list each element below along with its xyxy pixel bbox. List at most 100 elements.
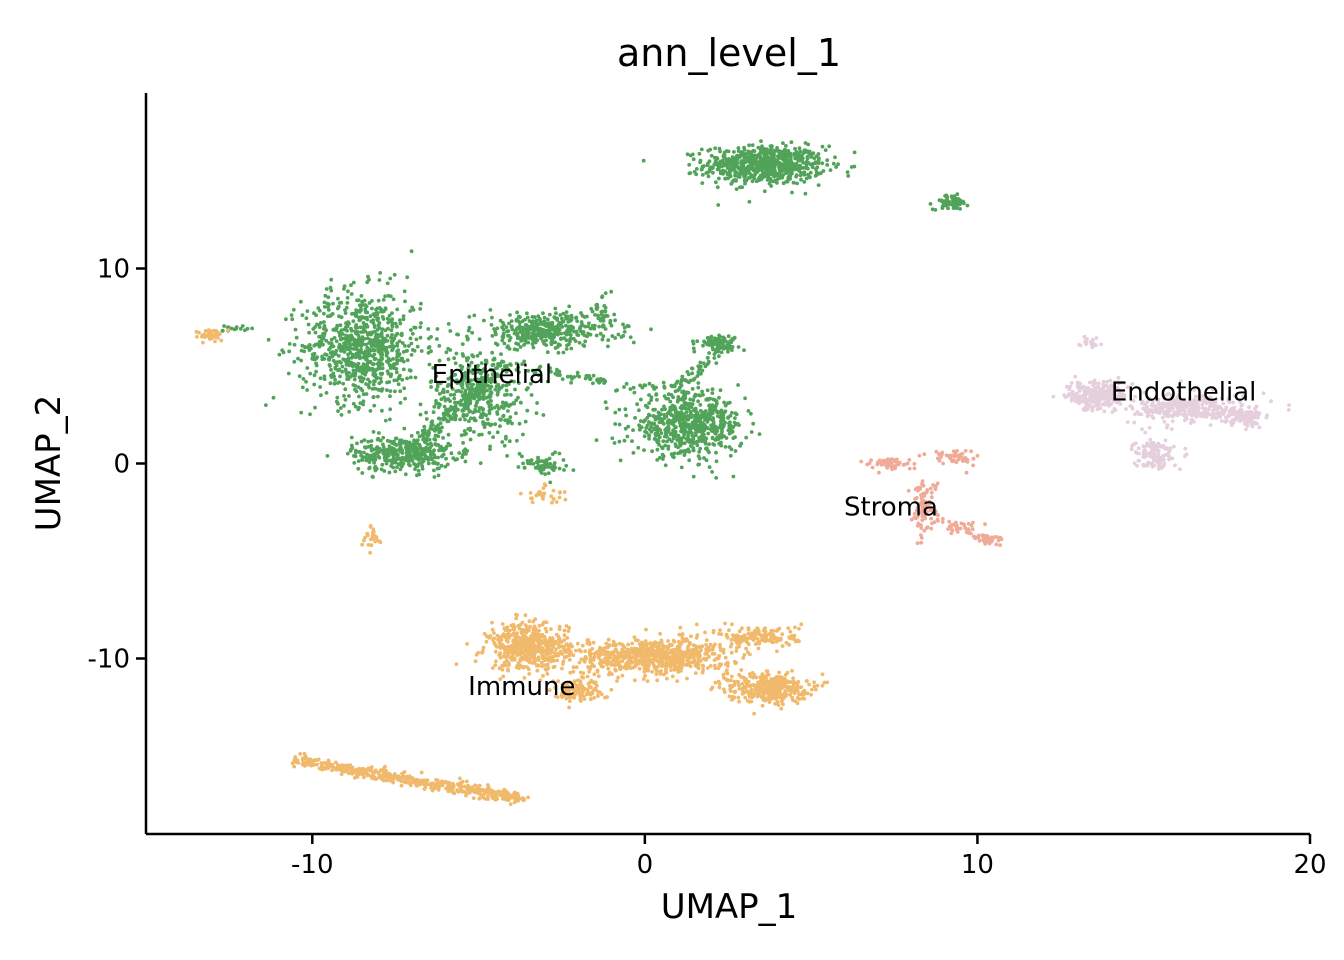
cell-point-epithelial — [346, 356, 351, 360]
cell-point-epithelial — [397, 352, 402, 356]
cell-point-epithelial — [382, 451, 387, 455]
cell-point-immune — [616, 675, 620, 680]
cell-point-epithelial — [561, 458, 566, 462]
cell-point-epithelial — [771, 165, 776, 170]
cell-point-immune — [493, 663, 498, 667]
cell-point-epithelial — [778, 152, 783, 157]
cell-point-epithelial — [418, 402, 423, 407]
cell-point-epithelial — [383, 307, 388, 311]
cell-point-epithelial — [347, 394, 351, 398]
cell-point-epithelial — [389, 440, 394, 444]
cell-point-epithelial — [621, 334, 626, 338]
cell-point-immune — [511, 649, 516, 654]
cell-point-immune — [729, 637, 734, 642]
cell-point-epithelial — [645, 423, 650, 428]
cell-point-immune — [591, 640, 596, 645]
cell-point-epithelial — [313, 405, 317, 410]
cell-point-epithelial — [556, 350, 561, 355]
cell-point-epithelial — [538, 466, 542, 471]
cell-point-epithelial — [630, 439, 634, 443]
cell-point-epithelial — [333, 327, 338, 332]
cell-point-immune — [744, 639, 749, 644]
cell-point-epithelial — [688, 427, 692, 432]
cell-point-epithelial — [770, 150, 775, 155]
cell-point-epithelial — [770, 161, 775, 165]
cell-point-epithelial — [622, 438, 627, 443]
cell-point-epithelial — [379, 353, 384, 358]
cell-point-epithelial — [383, 336, 387, 341]
cell-point-epithelial — [312, 343, 317, 348]
cell-point-epithelial — [508, 313, 512, 317]
cell-point-epithelial — [396, 452, 400, 457]
cell-point-epithelial — [448, 393, 453, 397]
cell-point-epithelial — [952, 196, 957, 200]
cell-point-epithelial — [395, 324, 399, 329]
cell-point-immune — [680, 633, 684, 638]
cell-point-immune — [675, 679, 680, 683]
cell-point-epithelial — [661, 380, 666, 385]
cell-point-epithelial — [300, 313, 305, 318]
cell-point-epithelial — [515, 438, 519, 443]
cell-point-epithelial — [514, 341, 518, 346]
cell-point-epithelial — [507, 439, 512, 444]
cell-point-epithelial — [559, 337, 563, 341]
cell-point-immune — [369, 543, 374, 548]
cell-point-epithelial — [735, 170, 739, 175]
cell-point-epithelial — [361, 362, 366, 366]
cell-point-epithelial — [435, 466, 440, 471]
cell-point-epithelial — [322, 326, 327, 331]
cell-point-epithelial — [351, 368, 356, 373]
cell-point-immune — [521, 651, 526, 656]
cell-point-immune — [638, 652, 643, 656]
cell-point-immune — [217, 332, 222, 336]
cell-point-epithelial — [691, 408, 696, 412]
cell-point-epithelial — [693, 417, 698, 421]
cell-point-epithelial — [717, 343, 722, 348]
cell-point-epithelial — [328, 345, 333, 350]
cell-point-epithelial — [706, 161, 710, 166]
cell-point-epithelial — [333, 378, 337, 382]
cell-point-immune — [590, 662, 595, 666]
cell-point-epithelial — [287, 349, 292, 354]
cell-point-epithelial — [744, 435, 749, 440]
cell-point-immune — [504, 655, 509, 659]
cell-point-epithelial — [356, 459, 361, 463]
cell-point-immune — [539, 660, 544, 665]
cell-point-epithelial — [503, 403, 508, 408]
cell-point-epithelial — [702, 412, 707, 416]
cell-point-epithelial — [314, 313, 318, 318]
cell-point-immune — [558, 490, 562, 494]
cell-point-epithelial — [706, 148, 711, 153]
cell-point-epithelial — [525, 311, 529, 316]
cell-point-immune — [725, 661, 730, 666]
cell-point-epithelial — [418, 335, 423, 340]
cell-point-epithelial — [768, 176, 773, 181]
cell-point-epithelial — [413, 325, 418, 330]
cell-point-epithelial — [280, 348, 285, 353]
cell-point-immune — [658, 631, 662, 636]
cell-point-epithelial — [318, 385, 322, 389]
cell-point-immune — [484, 639, 489, 644]
cell-point-epithelial — [474, 404, 478, 408]
cell-point-epithelial — [264, 403, 268, 407]
cell-point-epithelial — [570, 325, 575, 330]
cell-point-epithelial — [757, 161, 761, 166]
cell-point-immune — [654, 672, 659, 676]
cell-point-immune — [748, 652, 752, 657]
cell-point-epithelial — [490, 334, 495, 338]
cell-point-epithelial — [687, 449, 692, 454]
cell-point-epithelial — [711, 442, 715, 446]
cell-point-epithelial — [376, 298, 381, 303]
cell-point-epithelial — [351, 347, 356, 351]
cell-point-immune — [544, 652, 549, 656]
cell-point-epithelial — [601, 334, 606, 339]
cell-point-immune — [643, 652, 648, 656]
cell-point-epithelial — [387, 313, 392, 318]
cell-point-epithelial — [415, 344, 420, 349]
cell-point-epithelial — [429, 349, 433, 354]
cell-point-epithelial — [369, 457, 374, 462]
cell-point-epithelial — [401, 314, 406, 318]
cell-point-immune — [550, 500, 554, 505]
cell-point-epithelial — [738, 185, 742, 190]
cell-point-epithelial — [299, 299, 303, 304]
